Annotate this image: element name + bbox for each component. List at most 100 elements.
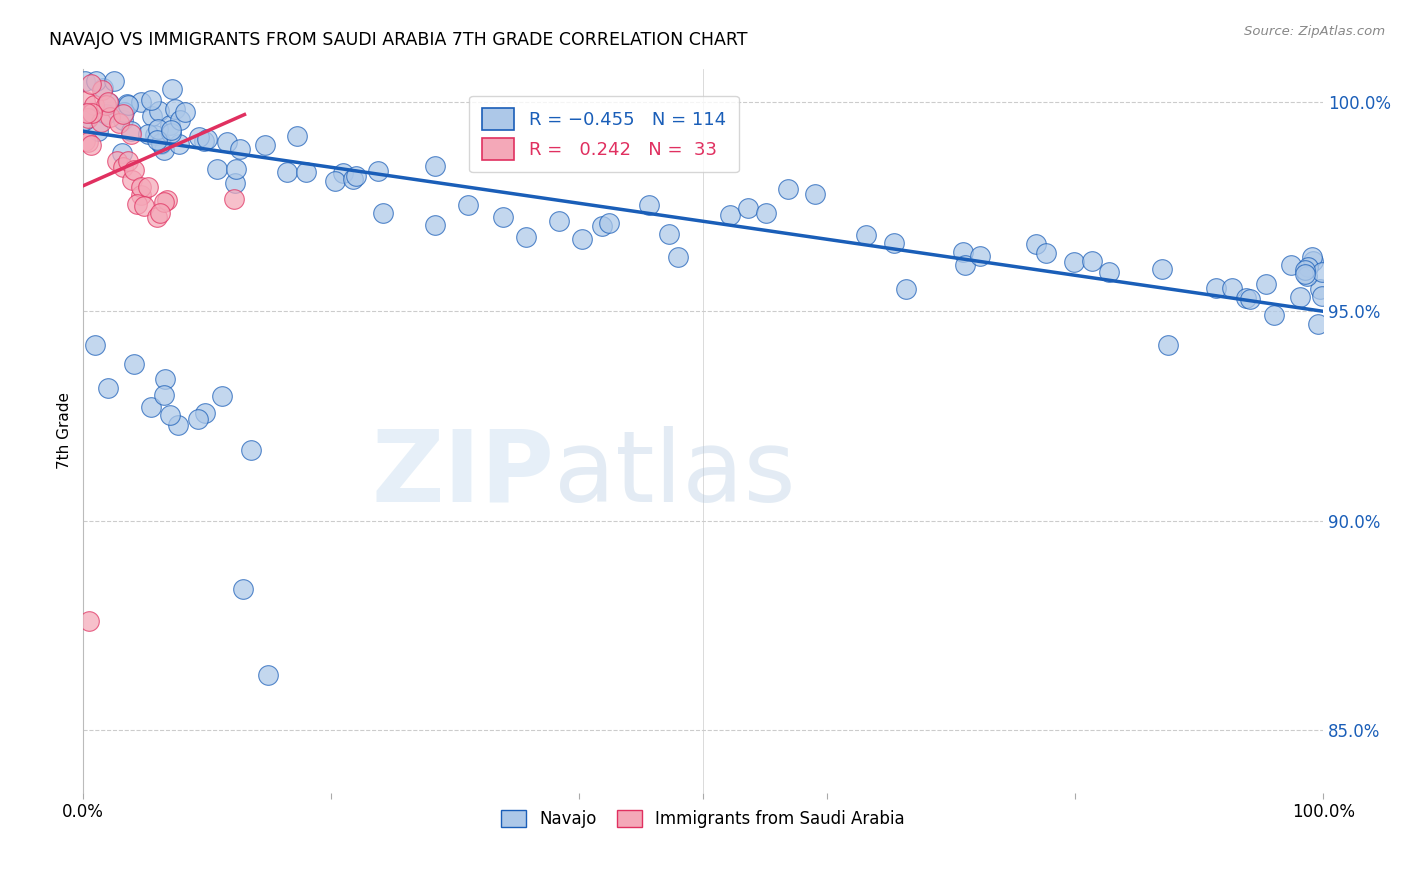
- Point: [211, 389, 233, 403]
- Point: [1289, 290, 1312, 304]
- Point: [117, 97, 139, 112]
- Point: [276, 165, 298, 179]
- Point: [159, 408, 181, 422]
- Point: [1205, 280, 1227, 294]
- Point: [138, 128, 160, 142]
- Point: [239, 442, 262, 457]
- Point: [969, 249, 991, 263]
- Point: [73, 113, 96, 128]
- Point: [112, 161, 135, 175]
- Point: [1035, 246, 1057, 260]
- Point: [1098, 265, 1121, 279]
- Point: [883, 236, 905, 251]
- Point: [80, 77, 103, 91]
- Point: [76, 112, 98, 126]
- Point: [1309, 282, 1331, 296]
- Point: [148, 104, 170, 119]
- Point: [96, 106, 118, 120]
- Point: [87, 124, 110, 138]
- Point: [638, 198, 661, 212]
- Point: [776, 182, 799, 196]
- Text: NAVAJO VS IMMIGRANTS FROM SAUDI ARABIA 7TH GRADE CORRELATION CHART: NAVAJO VS IMMIGRANTS FROM SAUDI ARABIA 7…: [49, 31, 748, 49]
- Point: [97, 95, 120, 109]
- Point: [371, 206, 394, 220]
- Point: [367, 164, 389, 178]
- Point: [83, 337, 105, 351]
- Point: [1156, 338, 1178, 352]
- Point: [149, 205, 172, 219]
- Point: [122, 357, 145, 371]
- Point: [112, 113, 135, 128]
- Point: [143, 128, 166, 142]
- Point: [84, 74, 107, 88]
- Text: Source: ZipAtlas.com: Source: ZipAtlas.com: [1244, 25, 1385, 38]
- Point: [1234, 291, 1257, 305]
- Point: [150, 136, 173, 150]
- Point: [73, 94, 96, 108]
- Point: [194, 406, 217, 420]
- Point: [112, 107, 135, 121]
- Point: [169, 112, 191, 127]
- Point: [129, 180, 152, 194]
- Point: [111, 145, 134, 160]
- Point: [952, 244, 974, 259]
- Point: [548, 214, 571, 228]
- Point: [94, 98, 117, 112]
- Point: [344, 169, 367, 183]
- Point: [73, 106, 96, 120]
- Point: [457, 198, 479, 212]
- Point: [658, 227, 681, 241]
- Point: [153, 143, 176, 157]
- Point: [295, 165, 318, 179]
- Point: [325, 174, 347, 188]
- Text: ZIP: ZIP: [371, 425, 554, 523]
- Point: [1263, 309, 1285, 323]
- Point: [117, 153, 139, 168]
- Point: [163, 102, 186, 116]
- Point: [423, 219, 446, 233]
- Point: [1302, 254, 1324, 268]
- Point: [232, 582, 254, 596]
- Point: [160, 82, 183, 96]
- Point: [174, 104, 197, 119]
- Point: [894, 283, 917, 297]
- Point: [131, 95, 153, 109]
- Point: [193, 134, 215, 148]
- Point: [287, 128, 309, 143]
- Point: [82, 106, 104, 120]
- Point: [76, 106, 98, 120]
- Point: [160, 123, 183, 137]
- Point: [225, 162, 247, 177]
- Point: [73, 134, 96, 148]
- Point: [115, 96, 138, 111]
- Point: [492, 210, 515, 224]
- Point: [129, 187, 152, 202]
- Point: [571, 232, 593, 246]
- Point: [134, 199, 156, 213]
- Point: [156, 193, 179, 207]
- Point: [855, 228, 877, 243]
- Point: [148, 121, 170, 136]
- Point: [425, 160, 447, 174]
- Point: [149, 136, 172, 151]
- Point: [167, 418, 190, 433]
- Point: [103, 74, 125, 88]
- Point: [90, 115, 112, 129]
- Point: [224, 176, 246, 190]
- Point: [1310, 265, 1333, 279]
- Point: [598, 216, 620, 230]
- Point: [215, 135, 238, 149]
- Point: [1294, 263, 1316, 277]
- Point: [1308, 317, 1330, 331]
- Point: [1150, 262, 1173, 277]
- Point: [591, 219, 613, 233]
- Y-axis label: 7th Grade: 7th Grade: [58, 392, 72, 469]
- Point: [120, 123, 142, 137]
- Point: [666, 250, 689, 264]
- Point: [90, 83, 112, 97]
- Point: [1296, 260, 1319, 274]
- Point: [138, 180, 160, 194]
- Point: [1310, 289, 1333, 303]
- Point: [91, 80, 114, 95]
- Point: [257, 668, 280, 682]
